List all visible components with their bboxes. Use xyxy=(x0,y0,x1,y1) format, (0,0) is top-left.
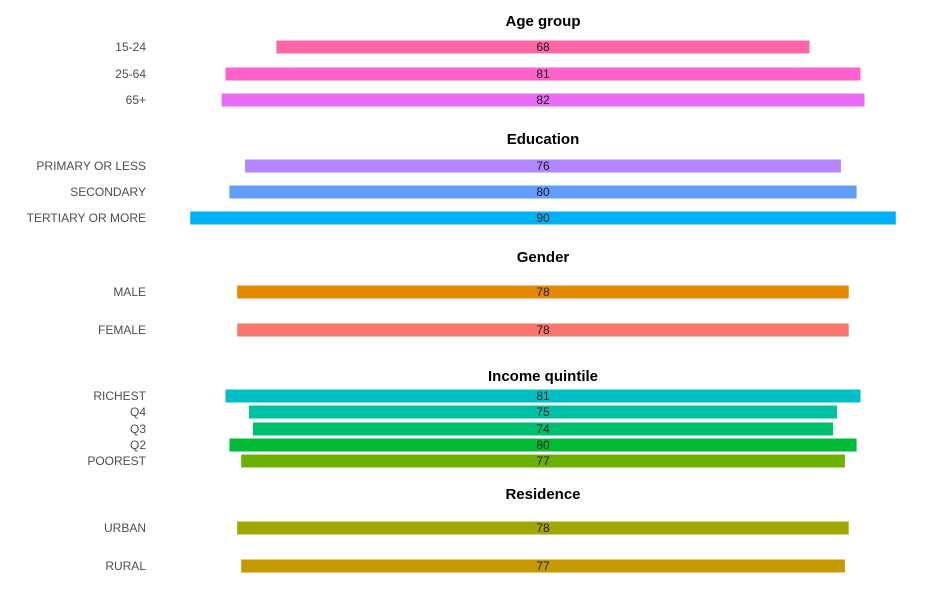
bar xyxy=(237,323,849,337)
bar xyxy=(245,159,841,173)
category-label: 65+ xyxy=(126,93,146,107)
value-label: 81 xyxy=(536,389,550,403)
category-label: FEMALE xyxy=(98,323,146,337)
category-label: PRIMARY OR LESS xyxy=(36,159,146,173)
panel-title: Gender xyxy=(517,249,570,266)
bar xyxy=(241,454,845,468)
category-label: MALE xyxy=(113,285,146,299)
bar xyxy=(241,559,845,573)
category-label: TERTIARY OR MORE xyxy=(27,211,146,225)
value-label: 82 xyxy=(536,93,550,107)
panel-4: Residence URBAN 78 RURAL 77 xyxy=(104,486,849,573)
panel-title: Education xyxy=(507,131,580,148)
value-label: 74 xyxy=(536,422,550,436)
value-label: 80 xyxy=(536,185,550,199)
bar xyxy=(276,40,810,54)
value-label: 80 xyxy=(536,438,550,452)
bar xyxy=(249,405,837,419)
category-label: Q2 xyxy=(130,438,146,452)
value-label: 77 xyxy=(536,559,550,573)
category-label: Q4 xyxy=(130,405,146,419)
panel-title: Residence xyxy=(505,486,580,503)
panel-3: Income quintile RICHEST 81 Q4 75 Q3 74 Q2 80 POOR… xyxy=(87,368,861,468)
value-label: 90 xyxy=(536,211,550,225)
panel-1: Education PRIMARY OR LESS 76 SECONDARY 80 TER… xyxy=(27,131,896,225)
panel-title: Age group xyxy=(506,13,581,30)
category-label: URBAN xyxy=(104,521,146,535)
value-label: 75 xyxy=(536,405,550,419)
value-label: 76 xyxy=(536,159,550,173)
panel-2: Gender MALE 78 FEMALE 78 xyxy=(98,249,849,337)
category-label: RURAL xyxy=(105,559,146,573)
value-label: 78 xyxy=(536,285,550,299)
category-label: Q3 xyxy=(130,422,146,436)
value-label: 77 xyxy=(536,454,550,468)
bar xyxy=(229,185,857,199)
category-label: 15-24 xyxy=(115,40,146,54)
category-label: 25-64 xyxy=(115,67,146,81)
category-label: RICHEST xyxy=(93,389,146,403)
bar xyxy=(190,211,896,225)
value-label: 81 xyxy=(536,67,550,81)
panel-0: Age group 15-24 68 25-64 81 65+ 82 xyxy=(115,13,865,107)
bar xyxy=(237,285,849,299)
bar xyxy=(252,422,834,436)
bar xyxy=(225,67,861,81)
value-label: 78 xyxy=(536,521,550,535)
bar xyxy=(237,521,849,535)
value-label: 78 xyxy=(536,323,550,337)
category-label: SECONDARY xyxy=(70,185,146,199)
bar xyxy=(229,438,857,452)
bar xyxy=(225,389,861,403)
bar xyxy=(221,93,865,107)
panel-title: Income quintile xyxy=(488,368,598,385)
value-label: 68 xyxy=(536,40,550,54)
category-label: POOREST xyxy=(87,454,146,468)
